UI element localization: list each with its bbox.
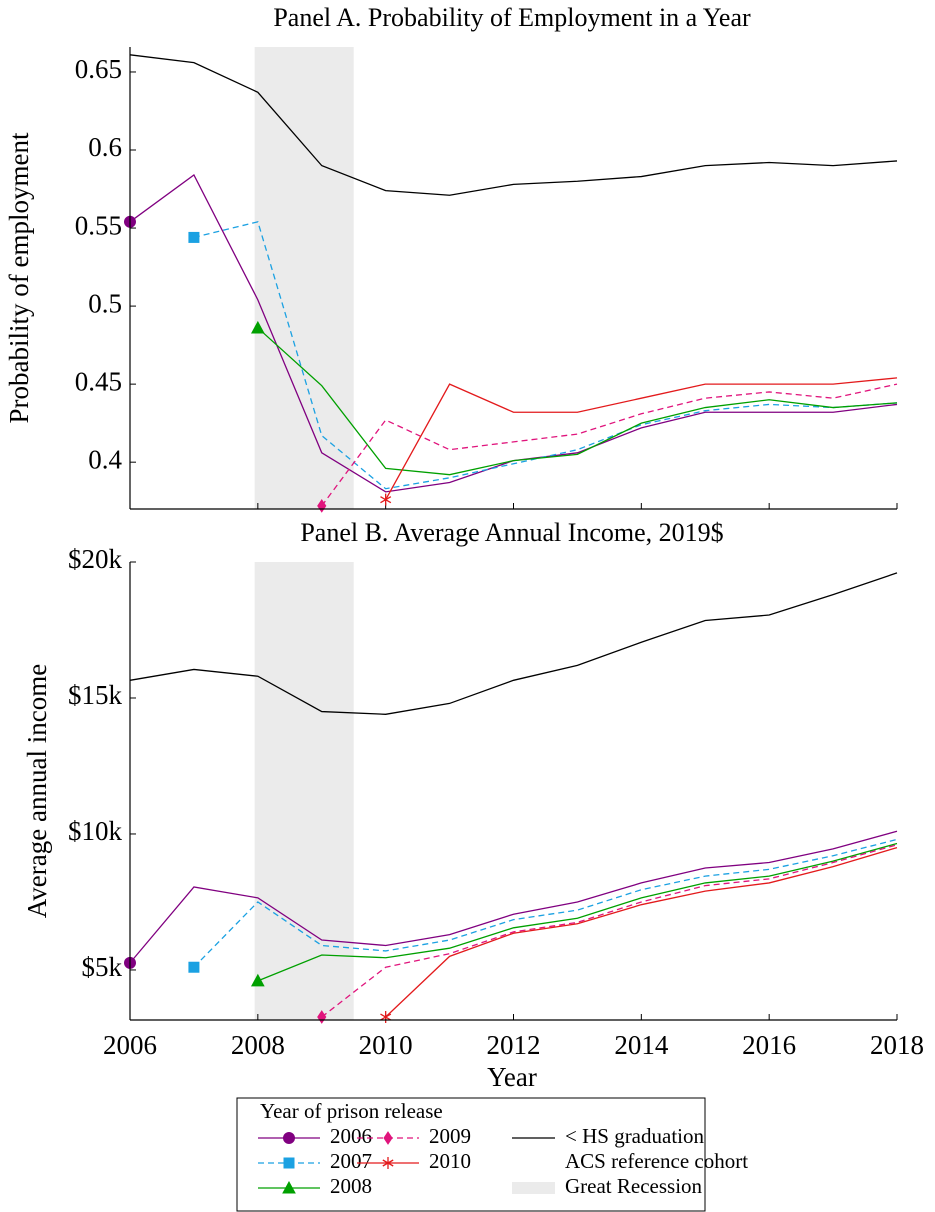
marker bbox=[383, 1131, 393, 1145]
marker bbox=[283, 1132, 295, 1144]
series-line bbox=[321, 383, 898, 507]
legend-label: 2006 bbox=[330, 1124, 372, 1148]
x-tick-label: 2018 bbox=[870, 1030, 924, 1060]
marker bbox=[283, 1157, 295, 1169]
series-line bbox=[257, 842, 898, 982]
marker bbox=[380, 1011, 392, 1024]
series-line bbox=[129, 174, 898, 493]
marker bbox=[188, 231, 200, 243]
legend-label: 2008 bbox=[330, 1174, 372, 1198]
x-axis-label: Year bbox=[487, 1062, 537, 1092]
panel-title: Panel B. Average Annual Income, 2019$ bbox=[300, 518, 723, 547]
legend-label: 2007 bbox=[330, 1149, 372, 1173]
x-tick-label: 2010 bbox=[359, 1030, 413, 1060]
series-line bbox=[129, 572, 898, 715]
series-line bbox=[385, 377, 898, 500]
series-line bbox=[257, 327, 898, 476]
x-tick-label: 2016 bbox=[742, 1030, 796, 1060]
legend-note: ACS reference cohort bbox=[565, 1149, 748, 1173]
y-tick-label: $15k bbox=[68, 680, 123, 710]
series-line bbox=[385, 846, 898, 1018]
y-tick-label: $20k bbox=[68, 544, 123, 574]
marker bbox=[188, 961, 200, 973]
series-line bbox=[321, 844, 898, 1018]
marker bbox=[380, 493, 392, 506]
y-axis-label: Probability of employment bbox=[4, 132, 34, 423]
x-tick-label: 2008 bbox=[231, 1030, 285, 1060]
legend-label: 2009 bbox=[429, 1124, 471, 1148]
marker bbox=[382, 1157, 394, 1169]
series-line bbox=[129, 54, 898, 196]
x-tick-label: 2014 bbox=[614, 1030, 669, 1060]
y-tick-label: $5k bbox=[82, 952, 123, 982]
y-tick-label: $10k bbox=[68, 816, 123, 846]
marker bbox=[250, 320, 265, 334]
marker bbox=[282, 1180, 296, 1194]
y-tick-label: 0.6 bbox=[88, 132, 122, 162]
legend-title: Year of prison release bbox=[260, 1099, 443, 1123]
legend-label: 2010 bbox=[429, 1149, 471, 1173]
recession-band bbox=[254, 562, 354, 1020]
legend-label: < HS graduation bbox=[565, 1124, 704, 1148]
legend-box bbox=[236, 1097, 706, 1212]
y-tick-label: 0.4 bbox=[88, 444, 122, 474]
y-tick-label: 0.45 bbox=[75, 366, 122, 396]
y-tick-label: 0.55 bbox=[75, 210, 122, 240]
y-tick-label: 0.5 bbox=[88, 288, 122, 318]
y-axis-label: Average annual income bbox=[22, 664, 52, 918]
series-line bbox=[129, 830, 898, 964]
legend-label: Great Recession bbox=[565, 1174, 703, 1198]
recession-band bbox=[254, 47, 354, 509]
series-line bbox=[193, 838, 898, 968]
y-tick-label: 0.65 bbox=[75, 54, 122, 84]
panel-title: Panel A. Probability of Employment in a … bbox=[273, 3, 751, 32]
series-line bbox=[193, 221, 898, 490]
marker bbox=[250, 973, 265, 987]
x-tick-label: 2012 bbox=[487, 1030, 541, 1060]
legend-swatch bbox=[512, 1182, 555, 1194]
x-tick-label: 2006 bbox=[103, 1030, 157, 1060]
